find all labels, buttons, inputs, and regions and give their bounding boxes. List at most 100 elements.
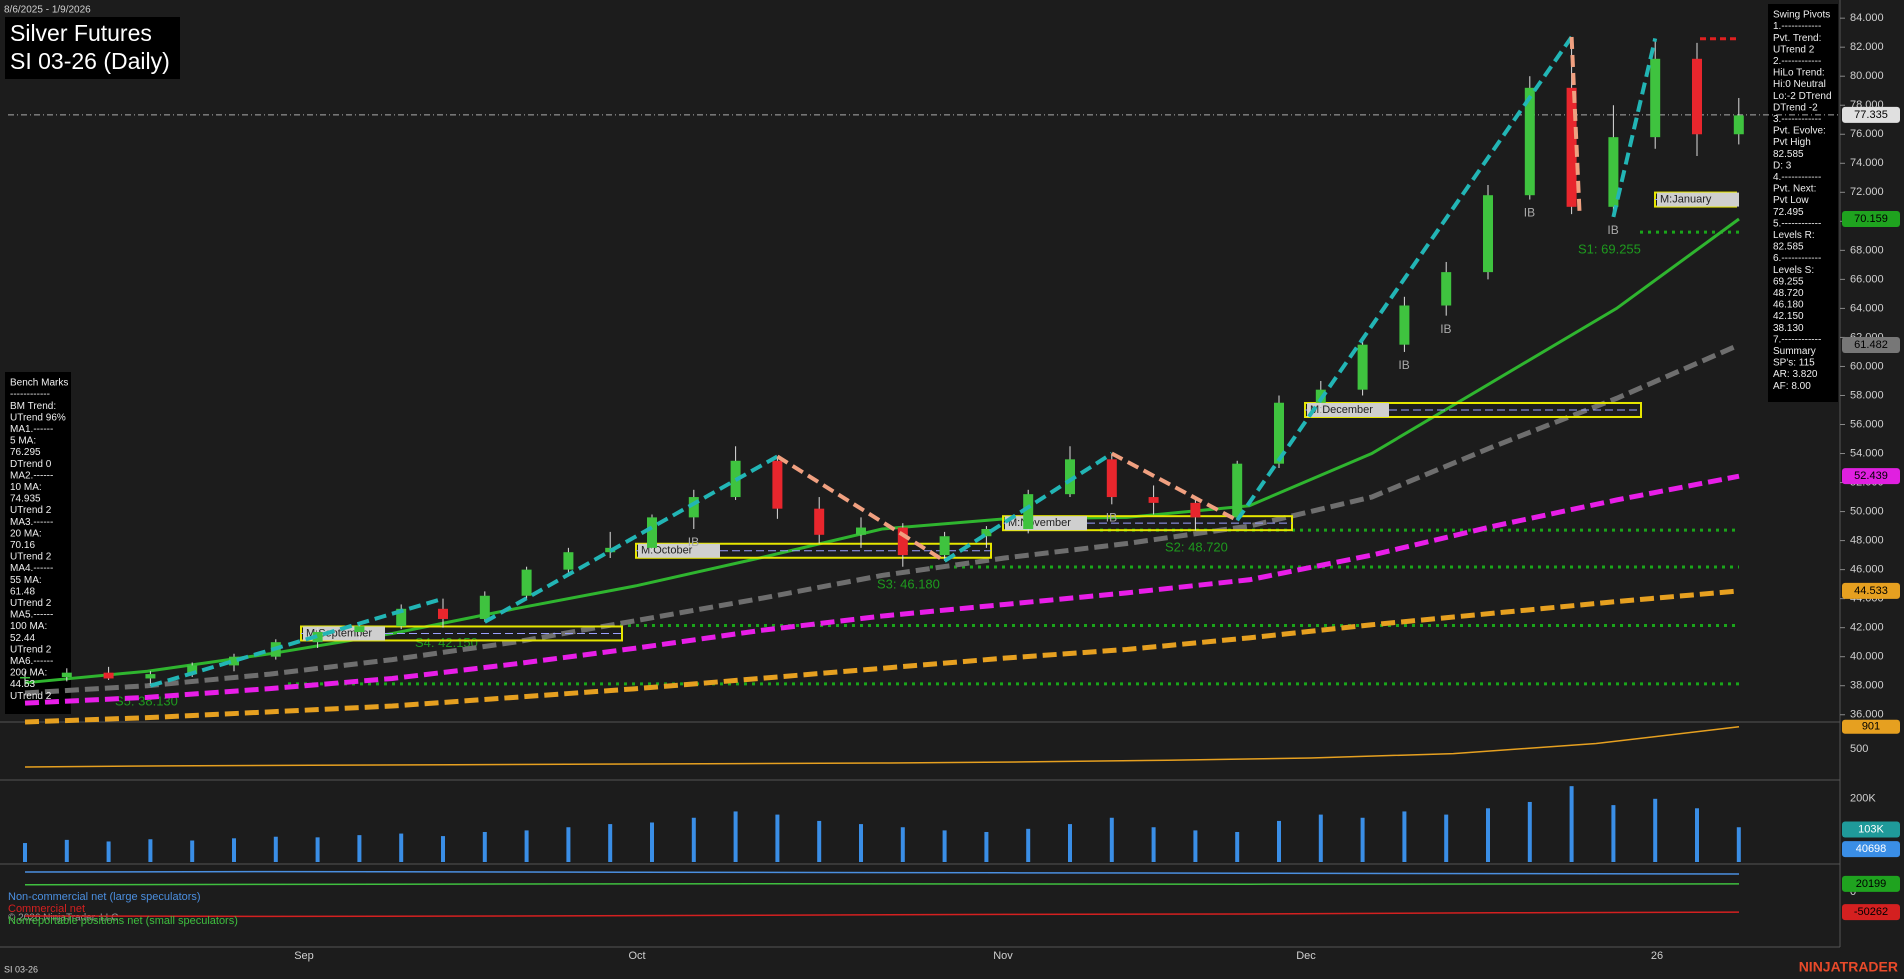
swing-pivot-line: 38.130 [1773,323,1804,334]
price-marker [1842,468,1900,485]
swing-pivot-line: 3.------------ [1773,114,1821,125]
bench-mark-line: MA6.------ [10,656,53,667]
bench-mark-line: BM Trend: [10,401,56,412]
y-tick-label: 84.000 [1850,12,1884,24]
candle-body [1650,58,1661,138]
price-marker [1842,582,1900,599]
swing-leg [776,454,946,563]
swing-pivot-line: 46.180 [1773,300,1804,311]
ib-label: IB [1524,206,1535,220]
swing-pivot-line: AR: 3.820 [1773,369,1818,380]
volume-marker-label: 40698 [1856,843,1887,855]
bench-panel [5,372,71,714]
volume-bar [148,839,153,862]
cot-marker [1842,904,1900,921]
candle-body [1733,115,1744,135]
swing-pivot-line: Pvt. Trend: [1773,33,1821,44]
volume-bar [650,822,654,862]
bench-mark-line: 10 MA: [10,482,42,493]
volume-bar [1402,811,1407,862]
candle-body [856,527,866,535]
volume-bar [441,836,445,862]
bench-mark-line: MA1.------ [10,424,53,435]
candle-body [1357,344,1368,390]
level-label: S1: 69.255 [1578,242,1641,257]
candle-body [1483,195,1493,273]
bench-mark-line: 74.935 [10,494,41,505]
moving-average [24,342,1741,696]
y-tick-label: 200K [1850,793,1876,805]
swing-leg [1569,36,1582,215]
volume-bar [399,833,404,862]
volume-marker [1842,841,1900,858]
volume-bar [1068,824,1072,862]
volume-bar [232,838,236,862]
volume-bar [900,827,905,862]
level-label: S4: 42.150 [415,635,478,650]
bench-mark-line: MA4.------ [10,563,53,574]
volume-bar [733,811,738,862]
volume-bar [817,820,822,862]
x-tick-label: Sep [294,950,314,962]
bench-mark-line: 200 MA: [10,668,47,679]
volume-bar [691,817,696,862]
cot-line [24,911,1740,918]
volume-bar [315,837,320,862]
x-tick-label: Oct [628,950,645,962]
y-tick-label: 72.000 [1850,186,1884,198]
bench-mark-line: UTrend 96% [10,412,66,423]
y-tick-label: 40.000 [1850,651,1884,663]
month-label-bg [1307,402,1389,417]
cot-line [24,883,1740,886]
level-label: S2: 48.720 [1165,540,1228,555]
swing-pivot-line: 7.------------ [1773,334,1821,345]
y-tick-label: 64.000 [1850,302,1884,314]
bench-mark-line: UTrend 2 [10,691,52,702]
y-tick-label: 66.000 [1850,273,1884,285]
volume-bar [23,843,27,862]
level-label: S3: 46.180 [877,576,940,591]
candle-body [145,674,156,679]
ib-label: IB [1106,510,1117,524]
bench-mark-line: ------------ [10,389,50,400]
candle-body [1692,58,1702,135]
candle-body [1106,459,1117,498]
month-label-bg [1657,192,1739,207]
swing-pivot-line: Summary [1773,346,1816,357]
candle-body [772,460,783,509]
volume-bar [1277,820,1281,862]
volume-bar [1569,786,1574,862]
month-label: M:November [1008,517,1071,529]
swing-leg [149,596,444,688]
swing-pivot-line: UTrend 2 [1773,44,1815,55]
volume-bar [1360,817,1365,862]
candle-body [939,536,950,556]
candle-body [1148,497,1159,503]
indicator-marker-label: 901 [1862,721,1880,733]
bench-mark-line: 55 MA: [10,575,42,586]
volume-bar [984,831,989,862]
volume-bar [1444,814,1449,862]
y-tick-label: 38.000 [1850,680,1884,692]
y-tick-label: 500 [1850,743,1868,755]
bench-mark-line: 70.16 [10,540,35,551]
candle-body [187,665,198,675]
bench-mark-line: 44.53 [10,679,35,690]
month-label-bg [638,543,720,558]
candle-body [1524,87,1535,196]
candle-body [438,608,448,619]
volume-bar [1026,828,1031,862]
price-marker-label: 44.533 [1854,585,1888,597]
volume-bar [64,839,69,862]
cot-marker [1842,875,1900,892]
volume-bar [1318,814,1323,862]
volume-bar [1736,827,1741,862]
swing-panel [1768,4,1838,402]
moving-average [24,473,1740,706]
candle-body [479,595,490,619]
swing-pivot-line: 72.495 [1773,207,1804,218]
moving-average [24,588,1740,725]
swing-leg [1110,451,1239,523]
swing-pivot-line: 1.------------ [1773,21,1821,32]
swing-pivot-line: Levels S: [1773,265,1814,276]
